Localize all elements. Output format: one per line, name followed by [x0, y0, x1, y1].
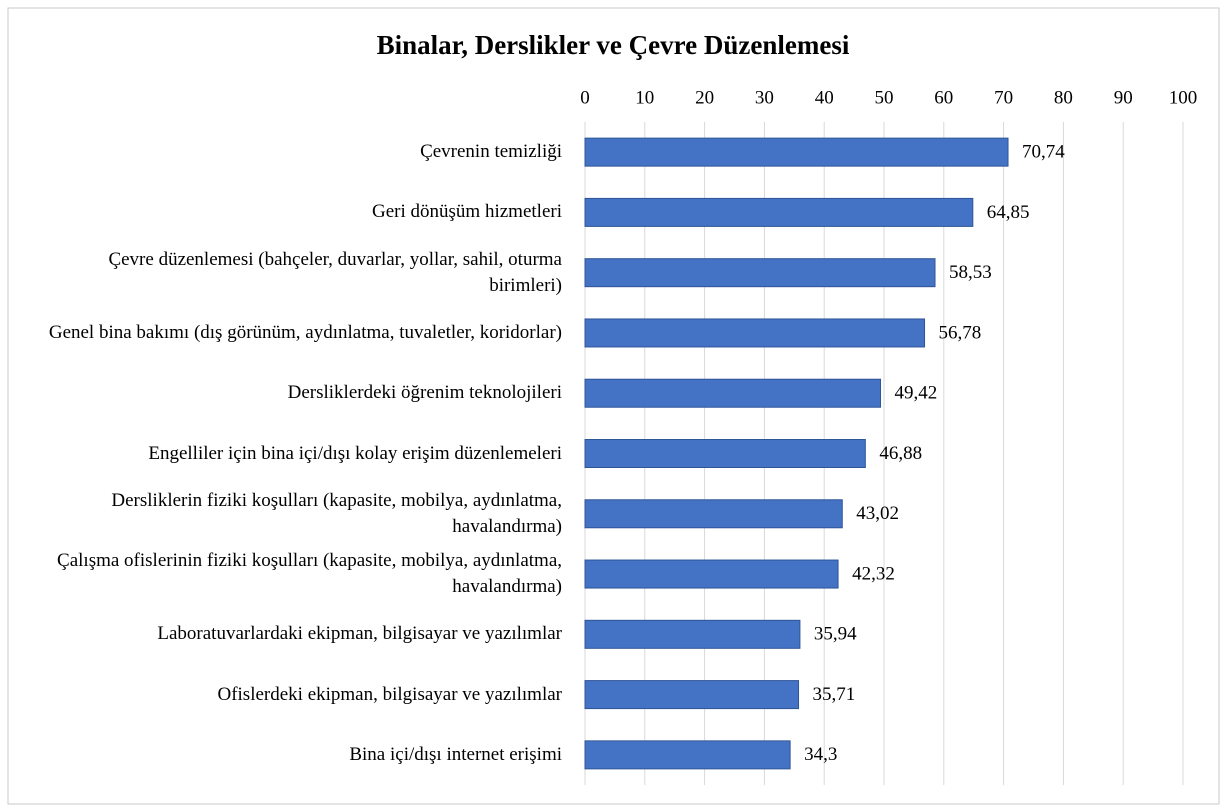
bar — [584, 439, 866, 468]
x-tick-label: 40 — [815, 87, 834, 108]
y-tick-label: Dersliklerin fiziki koşulları (kapasite,… — [111, 489, 562, 537]
data-label: 49,42 — [895, 383, 938, 404]
data-label: 34,3 — [804, 744, 837, 765]
y-tick-label: Çevrenin temizliği — [420, 141, 562, 163]
data-label: 64,85 — [987, 202, 1030, 223]
x-tick-label: 90 — [1114, 87, 1133, 108]
chart-title: Binalar, Derslikler ve Çevre Düzenlemesi — [377, 30, 850, 60]
x-tick-label: 30 — [755, 87, 774, 108]
data-label: 43,02 — [856, 503, 899, 524]
x-tick-label: 20 — [695, 87, 714, 108]
x-tick-label: 50 — [875, 87, 894, 108]
data-label: 35,71 — [813, 684, 856, 705]
x-tick-label: 70 — [994, 87, 1013, 108]
bar — [584, 378, 882, 408]
data-label: 58,53 — [949, 262, 992, 283]
data-label: 42,32 — [852, 563, 895, 584]
data-label: 46,88 — [879, 443, 922, 464]
bar — [584, 258, 936, 288]
bar — [584, 499, 843, 529]
x-tick-label: 80 — [1054, 87, 1073, 108]
x-tick-label: 100 — [1169, 87, 1198, 108]
bar — [584, 197, 974, 227]
x-tick-label: 60 — [934, 87, 953, 108]
y-tick-label: Laboratuvarlardaki ekipman, bilgisayar v… — [157, 623, 562, 645]
bar — [584, 740, 791, 770]
y-tick-label: Çalışma ofislerinin fiziki koşulları (ka… — [57, 550, 562, 598]
y-tick-label: Ofislerdeki ekipman, bilgisayar ve yazıl… — [217, 683, 562, 705]
y-tick-label: Geri dönüşüm hizmetleri — [372, 201, 562, 223]
y-tick-label: Engelliler için bina içi/dışı kolay eriş… — [148, 442, 562, 464]
bar — [584, 680, 800, 710]
bar — [584, 318, 926, 348]
bar — [584, 619, 801, 649]
data-label: 70,74 — [1022, 141, 1065, 162]
x-tick-label: 0 — [580, 87, 590, 108]
y-tick-label: Çevre düzenlemesi (bahçeler, duvarlar, y… — [108, 248, 562, 296]
data-label: 56,78 — [939, 322, 982, 343]
data-label: 35,94 — [814, 624, 857, 645]
bar — [584, 137, 1009, 167]
bar — [584, 559, 839, 589]
x-tick-label: 10 — [635, 87, 654, 108]
y-tick-label: Genel bina bakımı (dış görünüm, aydınlat… — [48, 321, 562, 343]
y-tick-label: Dersliklerdeki öğrenim teknolojileri — [287, 382, 562, 404]
y-tick-label: Bina içi/dışı internet erişimi — [349, 743, 562, 765]
